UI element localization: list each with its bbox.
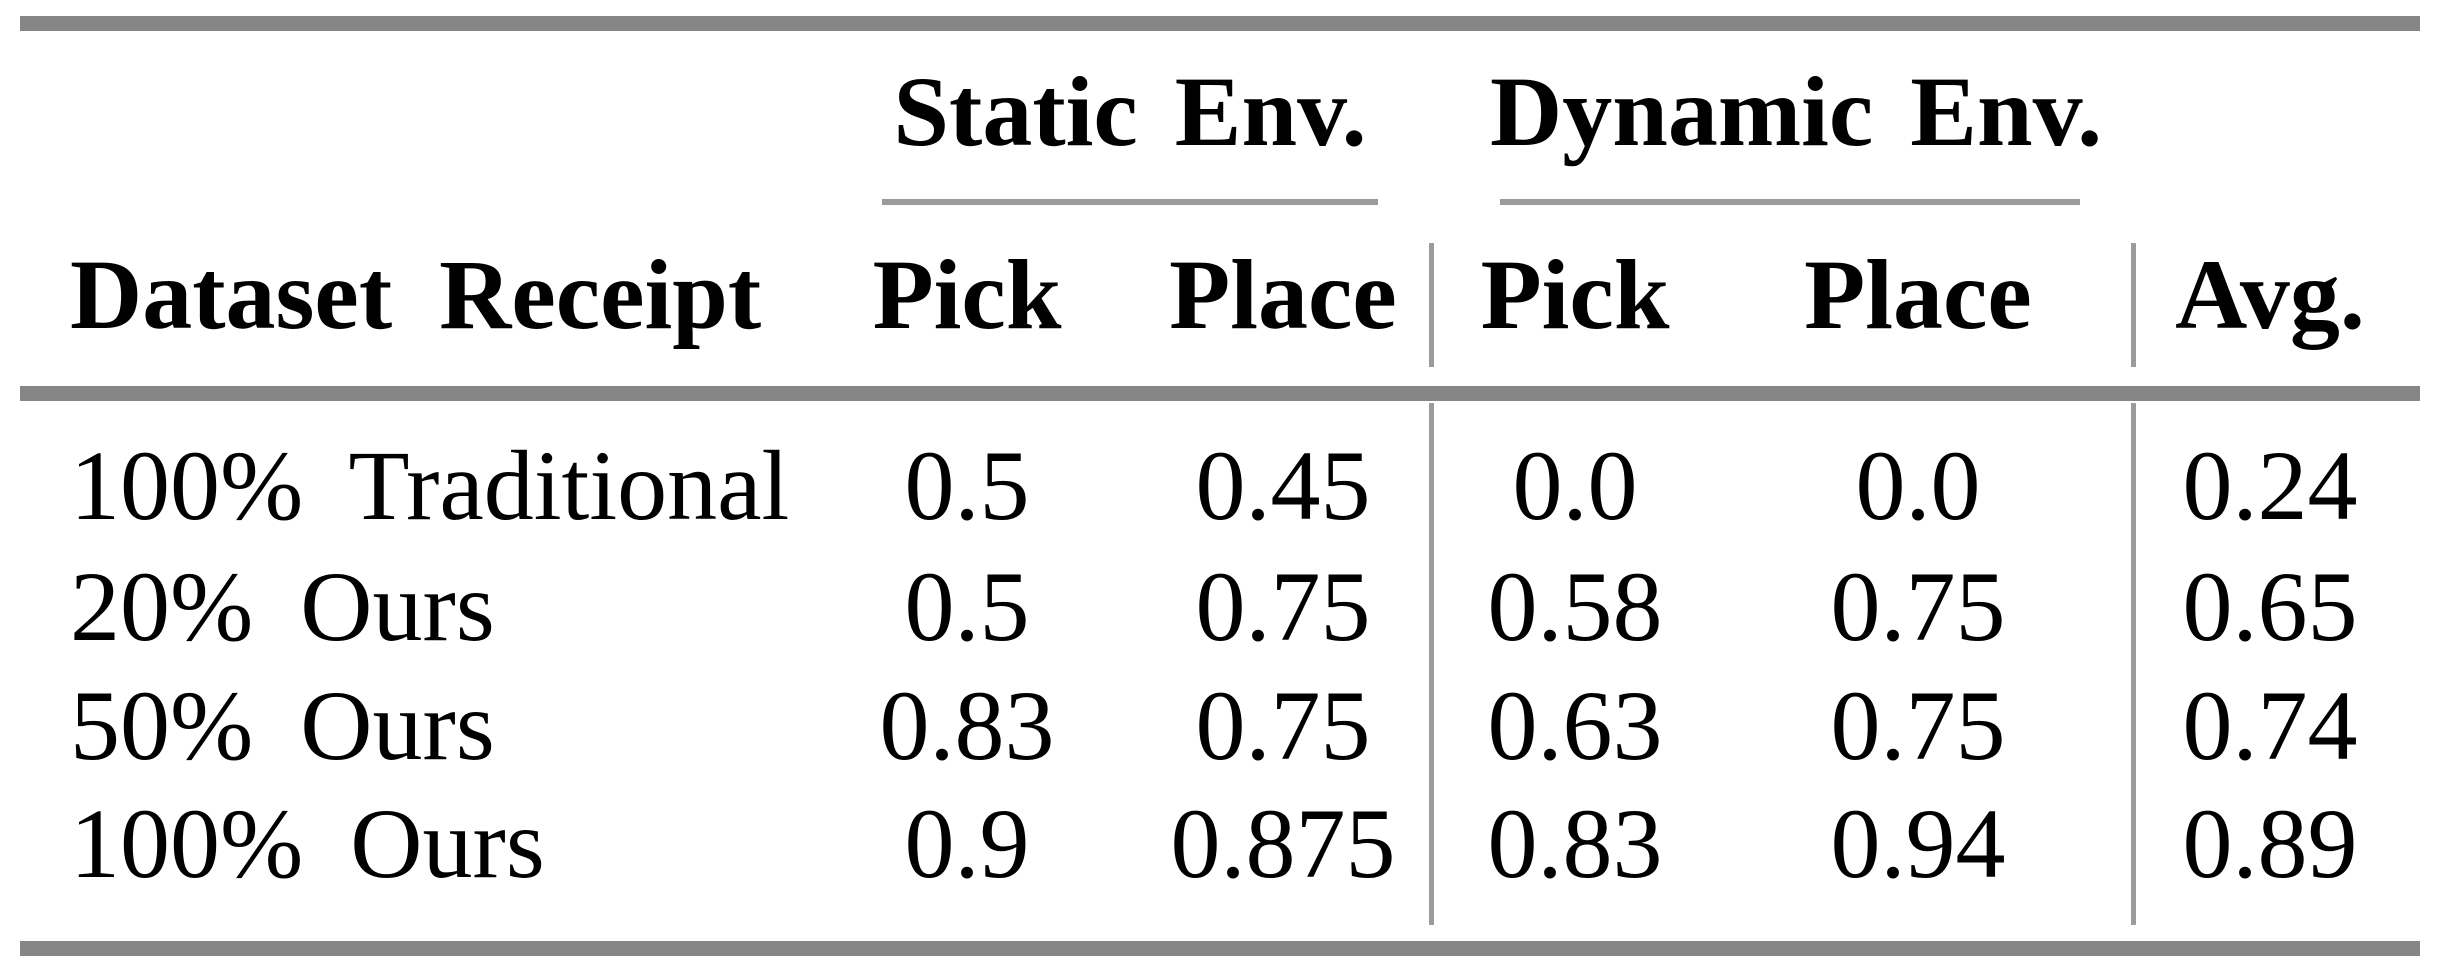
row-label: 50% Ours [70, 670, 495, 781]
row-label: 20% Ours [70, 551, 495, 662]
cell-static-place: 0.75 [1195, 551, 1371, 662]
cell-dynamic-place: 0.75 [1830, 670, 2006, 781]
vertical-divider-header-1 [1429, 243, 1434, 367]
col-header-dynamic-place: Place [1804, 239, 2032, 350]
cmidrule-dynamic-env [1500, 199, 2080, 205]
cell-dynamic-pick: 0.58 [1487, 551, 1663, 662]
cell-dynamic-pick: 0.0 [1512, 430, 1638, 541]
cell-dynamic-place: 0.0 [1855, 430, 1981, 541]
table-row: 100% Traditional 0.5 0.45 0.0 0.0 0.24 [0, 436, 2440, 548]
col-header-static-place: Place [1169, 239, 1397, 350]
vertical-divider-header-2 [2131, 243, 2136, 367]
vertical-divider-body-1 [1429, 403, 1434, 925]
column-header-row: Dataset Receipt Pick Place Pick Place Av… [0, 245, 2440, 357]
cell-avg: 0.65 [2182, 551, 2358, 662]
cell-static-pick: 0.83 [879, 670, 1055, 781]
cell-avg: 0.74 [2182, 670, 2358, 781]
cell-static-place: 0.75 [1195, 670, 1371, 781]
col-header-dataset-receipt: Dataset Receipt [70, 239, 762, 350]
table-row: 50% Ours 0.83 0.75 0.63 0.75 0.74 [0, 676, 2440, 788]
group-header-static-env: Static Env. [893, 56, 1367, 167]
cell-dynamic-pick: 0.83 [1487, 788, 1663, 899]
vertical-divider-body-2 [2131, 403, 2136, 925]
col-header-avg: Avg. [2175, 239, 2365, 350]
col-header-static-pick: Pick [872, 239, 1062, 350]
cell-static-place: 0.875 [1170, 788, 1396, 899]
col-header-dynamic-pick: Pick [1480, 239, 1670, 350]
cell-dynamic-pick: 0.63 [1487, 670, 1663, 781]
top-rule [20, 16, 2420, 31]
row-label: 100% Ours [70, 788, 545, 899]
cell-avg: 0.24 [2182, 430, 2358, 541]
table-row: 100% Ours 0.9 0.875 0.83 0.94 0.89 [0, 794, 2440, 906]
header-body-rule [20, 386, 2420, 401]
cell-static-pick: 0.5 [904, 430, 1030, 541]
row-label: 100% Traditional [70, 430, 790, 541]
cell-static-pick: 0.9 [904, 788, 1030, 899]
cell-dynamic-place: 0.94 [1830, 788, 2006, 899]
cell-avg: 0.89 [2182, 788, 2358, 899]
table-row: 20% Ours 0.5 0.75 0.58 0.75 0.65 [0, 557, 2440, 669]
cell-dynamic-place: 0.75 [1830, 551, 2006, 662]
cell-static-pick: 0.5 [904, 551, 1030, 662]
cell-static-place: 0.45 [1195, 430, 1371, 541]
cmidrule-static-env [882, 199, 1378, 205]
group-header-dynamic-env: Dynamic Env. [1490, 56, 2103, 167]
bottom-rule [20, 941, 2420, 956]
